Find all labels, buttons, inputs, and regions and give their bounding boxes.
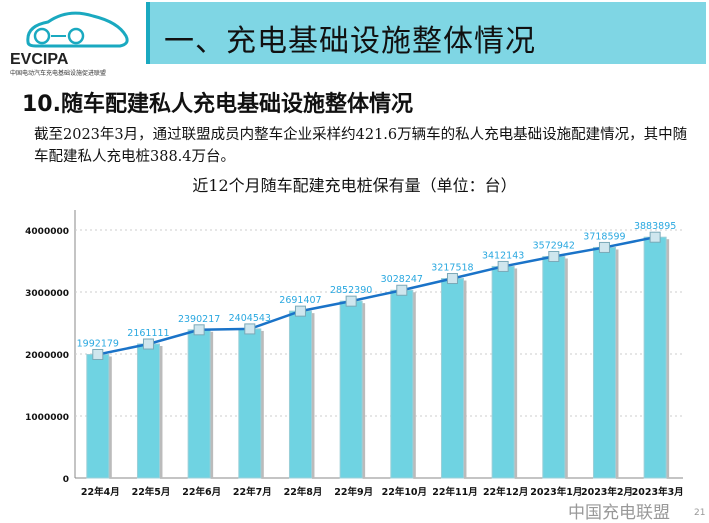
section-title: 10.随车配建私人充电基础设施整体情况 <box>22 92 413 117</box>
x-tick-label: 2023年2月 <box>581 486 633 498</box>
summary-paragraph: 截至2023年3月，通过联盟成员内整车企业采样约421.6万辆车的私人充电基础设… <box>34 127 688 165</box>
data-marker <box>598 241 610 253</box>
bar <box>86 353 110 479</box>
watermark: 中国充电联盟 <box>568 503 670 523</box>
data-marker <box>446 273 458 285</box>
y-tick-label: 4000000 <box>25 227 69 237</box>
bar <box>288 310 312 479</box>
data-label: 2161111 <box>127 328 169 339</box>
data-label: 3028247 <box>381 274 423 285</box>
bar <box>136 343 160 479</box>
bar <box>440 278 464 479</box>
x-tick-label: 22年7月 <box>233 486 272 498</box>
page-number: 21 <box>694 508 706 518</box>
data-label: 3718599 <box>583 231 625 242</box>
data-label: 2404543 <box>229 313 271 324</box>
data-label: 3883895 <box>634 221 676 232</box>
data-marker <box>396 284 408 296</box>
y-tick-label: 3000000 <box>25 289 69 299</box>
data-marker <box>497 260 509 272</box>
x-tick-label: 2023年1月 <box>530 486 582 498</box>
chart-title: 近12个月随车配建充电桩保有量（单位：台） <box>192 176 517 195</box>
bar <box>390 289 414 479</box>
x-tick-label: 22年12月 <box>483 486 528 498</box>
x-tick-label: 22年5月 <box>132 486 171 498</box>
data-label: 3572942 <box>533 240 575 251</box>
bar <box>491 265 515 479</box>
page-title: 一、充电基础设施整体情况 <box>164 24 536 59</box>
bar <box>187 329 211 479</box>
chart: 0 1000000 2000000 3000000 4000000 22年4月 22年5月 2… <box>25 210 684 498</box>
data-marker <box>649 231 661 243</box>
data-label: 3412143 <box>482 250 524 261</box>
data-marker <box>193 324 205 336</box>
x-tick-label: 2023年3月 <box>632 486 684 498</box>
x-tick-label: 22年10月 <box>382 486 427 498</box>
y-tick-label: 0 <box>63 475 69 485</box>
x-tick-label: 22年6月 <box>182 486 221 498</box>
data-label: 2390217 <box>178 314 220 325</box>
data-marker <box>142 338 154 350</box>
y-tick-label: 2000000 <box>25 351 69 361</box>
x-tick-label: 22年11月 <box>432 486 477 498</box>
data-label: 1992179 <box>77 338 119 349</box>
series-line <box>97 235 656 356</box>
y-tick-label: 1000000 <box>25 413 69 423</box>
data-label: 3217518 <box>431 263 473 274</box>
x-tick-label: 22年9月 <box>334 486 373 498</box>
bar <box>542 255 566 479</box>
x-tick-label: 22年4月 <box>81 486 120 498</box>
evcipa-logo: EVCIPA 中国电动汽车充电基础设施促进联盟 <box>8 4 138 77</box>
bar <box>643 236 667 479</box>
data-label: 2852390 <box>330 285 372 296</box>
data-marker <box>294 305 306 317</box>
bar <box>238 328 262 479</box>
data-marker <box>548 250 560 262</box>
data-marker <box>92 348 104 360</box>
data-marker <box>345 295 357 307</box>
svg-text:EVCIPA: EVCIPA <box>10 51 69 68</box>
bar <box>339 300 363 479</box>
header-banner: 一、充电基础设施整体情况 <box>146 2 706 64</box>
svg-text:中国电动汽车充电基础设施促进联盟: 中国电动汽车充电基础设施促进联盟 <box>10 69 106 76</box>
x-tick-label: 22年8月 <box>284 486 323 498</box>
bar <box>592 246 616 479</box>
data-label: 2691407 <box>279 295 321 306</box>
data-marker <box>244 323 256 335</box>
